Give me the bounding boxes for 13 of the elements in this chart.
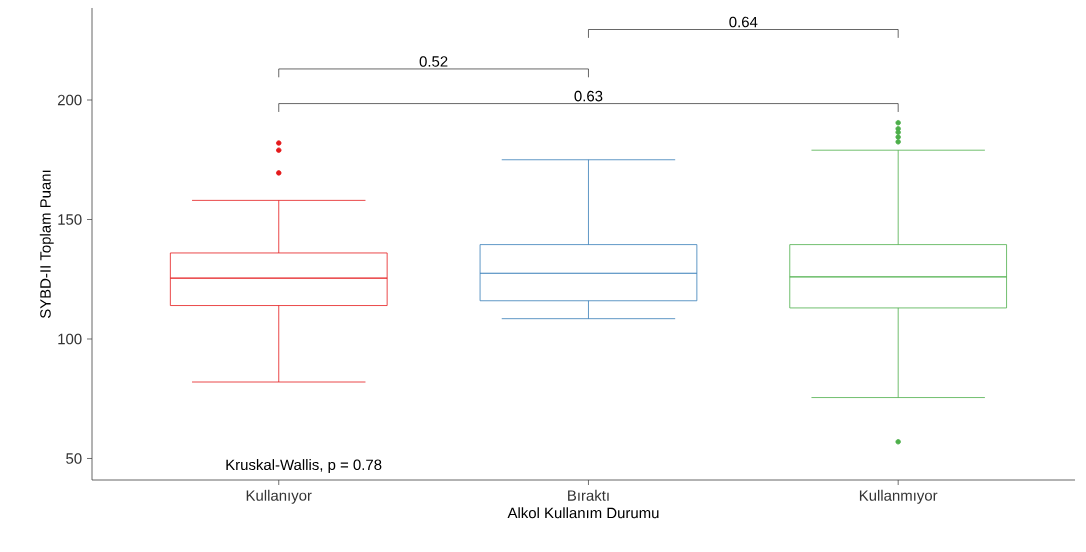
x-tick-label: Kullanıyor [246,489,312,504]
annotation: 0.63 [574,90,603,102]
y-tick-label: 200 [57,94,82,106]
x-tick-label: Bıraktı [568,489,609,501]
y-tick-label: 100 [58,333,82,345]
y-axis-title: SYBD-II Toplam Puanı [39,170,54,319]
annotation: 0.64 [729,16,758,28]
annotation: Kruskal-Wallis, p = 0.78 [226,459,382,474]
annotation: 0.52 [419,56,448,67]
y-tick-label: 150 [58,214,82,225]
x-tick-label: Kullanmıyor [859,489,938,504]
x-axis-title: Alkol Kullanım Durumu [507,507,659,519]
y-tick-label: 50 [66,453,82,464]
